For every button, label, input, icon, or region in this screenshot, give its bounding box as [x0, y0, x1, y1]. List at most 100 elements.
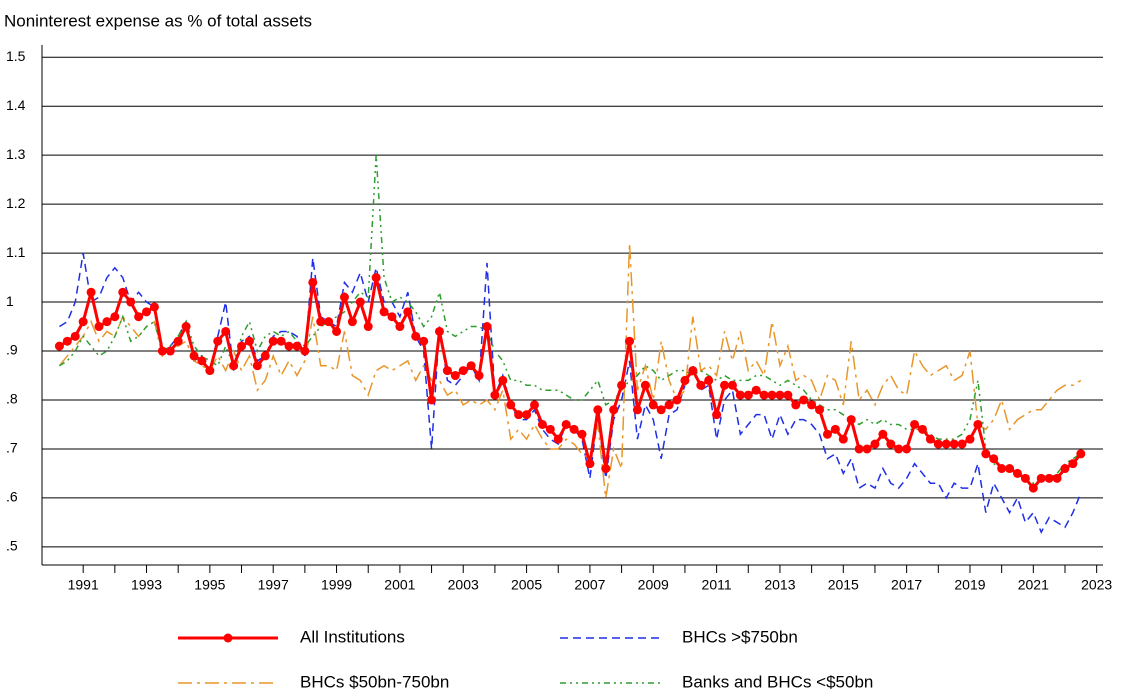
x-tick-label: 1999 [321, 577, 352, 593]
point [118, 287, 128, 297]
point [783, 390, 793, 400]
point [807, 400, 817, 410]
point [632, 405, 642, 415]
point [791, 400, 801, 410]
point [854, 444, 864, 454]
point [743, 390, 753, 400]
point [514, 410, 524, 420]
point [775, 390, 785, 400]
point [395, 322, 405, 332]
point [593, 405, 603, 415]
point [252, 361, 262, 371]
point [197, 356, 207, 366]
point [522, 410, 532, 420]
point [973, 419, 983, 429]
point [878, 429, 888, 439]
point [529, 400, 539, 410]
point [403, 307, 413, 317]
point [450, 371, 460, 381]
point [759, 390, 769, 400]
point [846, 415, 856, 425]
point [1028, 483, 1038, 493]
x-tick-label: 2005 [511, 577, 542, 593]
point [609, 405, 619, 415]
point [870, 439, 880, 449]
point [545, 424, 555, 434]
point [902, 444, 912, 454]
point [189, 351, 199, 361]
y-tick-label: 1.1 [6, 244, 26, 260]
point [957, 439, 967, 449]
point [561, 419, 571, 429]
x-tick-label: 2021 [1018, 577, 1049, 593]
point [1012, 468, 1022, 478]
point [355, 297, 365, 307]
x-tick-label: 1995 [194, 577, 225, 593]
legend-label: BHCs >$750bn [682, 627, 798, 646]
point [1068, 459, 1078, 469]
y-tick-label: .6 [6, 489, 18, 505]
x-tick-label: 2015 [828, 577, 859, 593]
point [434, 326, 444, 336]
point [815, 405, 825, 415]
point [617, 380, 627, 390]
point [910, 419, 920, 429]
point [751, 385, 761, 395]
point [284, 341, 294, 351]
chart-title: Noninterest expense as % of total assets [4, 11, 312, 30]
point [102, 317, 112, 327]
series-line [58, 277, 1082, 491]
x-tick-label: 2017 [891, 577, 922, 593]
point [94, 322, 104, 332]
point [941, 439, 951, 449]
point [720, 380, 730, 390]
point [379, 307, 389, 317]
point [126, 297, 136, 307]
point [648, 400, 658, 410]
point [324, 317, 334, 327]
point [640, 380, 650, 390]
legend-label: BHCs $50bn-750bn [300, 672, 449, 691]
point [490, 390, 500, 400]
point [656, 405, 666, 415]
point [830, 424, 840, 434]
point [339, 292, 349, 302]
series-line [58, 243, 1082, 499]
x-tick-label: 2003 [448, 577, 479, 593]
point [553, 434, 563, 444]
point [712, 410, 722, 420]
point [387, 312, 397, 322]
point [276, 336, 286, 346]
point [799, 395, 809, 405]
point [696, 380, 706, 390]
series-line [59, 155, 1082, 485]
point [62, 336, 72, 346]
point [727, 380, 737, 390]
point [1005, 464, 1015, 474]
y-tick-label: 1.4 [6, 97, 26, 113]
point [1052, 473, 1062, 483]
point [134, 312, 144, 322]
y-tick-label: 1 [6, 293, 14, 309]
x-tick-label: 2009 [638, 577, 669, 593]
point [537, 419, 547, 429]
point [1020, 473, 1030, 483]
point [925, 434, 935, 444]
point [292, 341, 302, 351]
point [442, 366, 452, 376]
point [149, 302, 159, 312]
point [688, 366, 698, 376]
point [86, 287, 96, 297]
point [601, 464, 611, 474]
point [949, 439, 959, 449]
point [300, 346, 310, 356]
point [371, 273, 381, 283]
point [585, 459, 595, 469]
point [54, 341, 64, 351]
point [181, 322, 191, 332]
y-tick-label: 1.3 [6, 146, 26, 162]
point [221, 326, 231, 336]
point [482, 322, 492, 332]
point [704, 375, 714, 385]
point [1076, 449, 1086, 459]
